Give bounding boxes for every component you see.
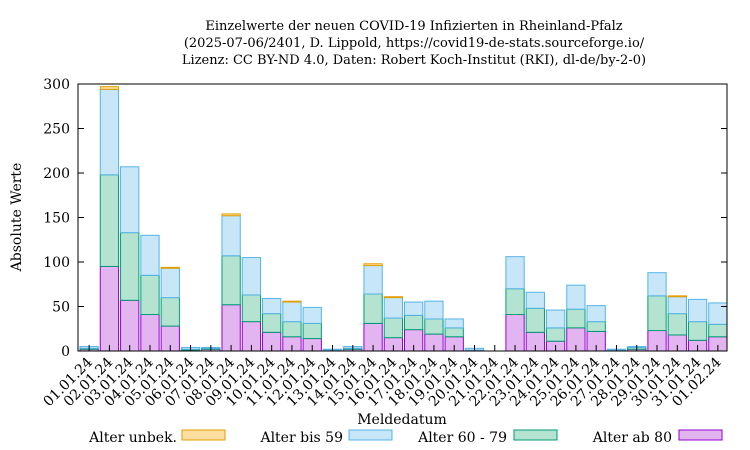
chart-title: Einzelwerte der neuen COVID-19 Infiziert… <box>182 19 646 68</box>
bar-segment-s2-c25 <box>586 305 606 323</box>
bar-segment-s3-c4 <box>160 266 180 269</box>
bar-segment-s1-c24 <box>566 308 586 329</box>
chart-title-line-1: Einzelwerte der neuen COVID-19 Infiziert… <box>205 19 622 34</box>
legend-label-3: Alter ab 80 <box>592 430 672 446</box>
bar-segment-s1-c28 <box>647 295 667 332</box>
legend-label-0: Alter unbek. <box>88 430 177 446</box>
y-tick-label-2: 100 <box>43 255 70 271</box>
bar-segment-s2-c3 <box>140 234 160 276</box>
chart-title-line-2: (2025-07-06/2401, D. Lippold, https://co… <box>184 36 645 51</box>
y-tick-label-3: 150 <box>43 211 70 227</box>
chart-title-line-3: Lizenz: CC BY-ND 4.0, Daten: Robert Koch… <box>182 53 646 68</box>
y-axis-title: Absolute Werte <box>9 163 25 273</box>
legend-swatch-0 <box>181 429 226 441</box>
bar-segment-s0-c2 <box>120 299 140 352</box>
bar-segment-s1-c9 <box>262 313 282 333</box>
bar-segment-s2-c21 <box>505 256 525 290</box>
bar-segment-s1-c16 <box>404 314 424 331</box>
bar-segment-s1-c8 <box>241 294 262 323</box>
legend-label-2: Alter 60 - 79 <box>417 430 507 446</box>
bar-segment-s1-c17 <box>424 318 444 335</box>
legend: Alter unbek. Alter bis 59 Alter 60 - 79 Alt… <box>88 429 723 446</box>
legend-swatch-2 <box>513 429 558 441</box>
bar-segment-s3-c7 <box>221 213 241 217</box>
bar-segment-s2-c30 <box>687 298 708 323</box>
bar-segment-s1-c23 <box>545 327 566 342</box>
bar-segment-s0-c1 <box>99 265 120 352</box>
bar-segment-s1-c3 <box>140 274 160 316</box>
bar-segment-s1-c18 <box>444 327 464 338</box>
bar-segment-s2-c2 <box>120 166 140 234</box>
bar-segment-s2-c18 <box>444 318 464 329</box>
bar-segment-s2-c4 <box>160 267 180 299</box>
plot-frame <box>77 83 728 352</box>
y-axis: 0 50 100 150 200 250 300 <box>43 77 727 360</box>
x-axis-title: Meldedatum <box>357 412 447 428</box>
legend-label-1: Alter bis 59 <box>259 430 343 446</box>
bar-segment-s2-c24 <box>566 284 586 310</box>
bar-segment-s2-c23 <box>545 309 566 329</box>
y-tick-label-0: 0 <box>61 344 70 360</box>
bar-segment-s1-c14 <box>363 293 383 324</box>
bar-segment-s1-c29 <box>667 313 687 336</box>
bar-segment-s0-c7 <box>221 304 241 352</box>
bar-segment-s3-c15 <box>383 296 404 299</box>
bar-segment-s2-c17 <box>424 300 444 320</box>
y-tick-label-4: 200 <box>43 166 70 182</box>
bar-segment-s3-c14 <box>363 263 383 267</box>
bar-segment-s1-c7 <box>221 255 241 306</box>
bar-segment-s1-c1 <box>99 174 120 267</box>
bar-segment-s2-c10 <box>282 301 302 323</box>
bar-segment-s2-c11 <box>302 306 322 324</box>
bar-segment-s3-c1 <box>99 86 120 90</box>
y-tick-label-1: 50 <box>52 300 70 316</box>
bar-segment-s3-c10 <box>282 300 302 303</box>
bar-segment-s3-c29 <box>667 295 687 298</box>
bar-segment-s1-c30 <box>687 321 708 341</box>
bar-segment-s1-c11 <box>302 322 322 340</box>
bar-segment-s1-c15 <box>383 317 404 339</box>
bar-segment-s2-c8 <box>241 257 262 296</box>
bar-segment-s1-c4 <box>160 297 180 327</box>
legend-swatch-1 <box>348 429 393 441</box>
bar-segment-s2-c9 <box>262 297 282 315</box>
bar-segment-s1-c10 <box>282 321 302 338</box>
bars-group <box>79 86 728 352</box>
y-tick-label-5: 250 <box>43 122 70 138</box>
bar-segment-s2-c15 <box>383 297 404 319</box>
bar-segment-s1-c21 <box>505 288 525 316</box>
bar-segment-s1-c31 <box>708 323 728 338</box>
legend-swatch-3 <box>678 429 723 441</box>
bar-segment-s2-c16 <box>404 301 424 316</box>
y-tick-label-6: 300 <box>43 77 70 93</box>
bar-segment-s2-c28 <box>647 272 667 297</box>
bar-segment-s1-c2 <box>120 232 140 301</box>
bar-segment-s2-c14 <box>363 265 383 295</box>
bar-segment-s1-c22 <box>525 307 545 333</box>
x-axis: 01.01.2402.01.2403.01.2404.01.2405.01.24… <box>41 345 725 410</box>
bar-segment-s2-c1 <box>99 88 120 176</box>
bar-segment-s2-c22 <box>525 291 545 309</box>
bar-segment-s1-c25 <box>586 321 606 332</box>
bar-segment-s2-c29 <box>667 296 687 315</box>
bar-segment-s2-c7 <box>221 215 241 257</box>
